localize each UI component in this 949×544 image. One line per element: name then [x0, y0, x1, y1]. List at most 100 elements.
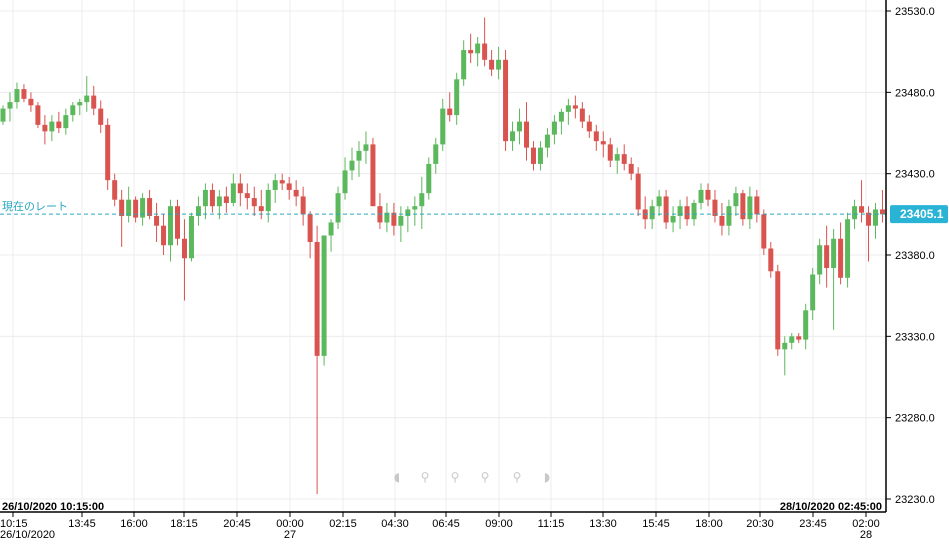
candle-body	[293, 189, 299, 197]
grid-lines	[0, 0, 886, 512]
current-rate-line-group: 現在のレート	[0, 200, 886, 215]
candle-body	[628, 163, 634, 174]
candle-body	[314, 241, 320, 356]
y-tick-label: 23430.0	[895, 169, 935, 181]
candle-body	[370, 144, 376, 207]
y-tick-label: 23480.0	[895, 87, 935, 99]
candle-body	[670, 215, 676, 223]
x-tick-label: 06:45	[432, 518, 460, 530]
candle-body	[272, 180, 278, 190]
candle-body	[614, 154, 620, 161]
candle-body	[147, 198, 153, 216]
candle-body	[168, 206, 174, 246]
candle-body	[440, 108, 446, 145]
candle-body	[845, 219, 851, 278]
candle-body	[482, 43, 488, 60]
candle-body	[35, 105, 41, 125]
candle-body	[621, 154, 627, 164]
candle-body	[747, 196, 753, 220]
candle-body	[279, 180, 285, 184]
candle-body	[796, 336, 802, 340]
scroll-left-icon[interactable]: ◖	[393, 470, 401, 484]
candle-body	[454, 79, 460, 116]
x-tick-label: 04:30	[381, 518, 409, 530]
y-tick-label: 23530.0	[895, 6, 935, 18]
candle-body	[391, 212, 397, 226]
candle-body	[579, 108, 585, 122]
x-sub-label: 26/10/2020	[0, 529, 55, 541]
candle-body	[433, 144, 439, 164]
scroll-right-icon[interactable]: ◗	[543, 470, 551, 484]
candle-body	[216, 196, 222, 207]
x-tick-label: 10:15	[0, 518, 28, 530]
candle-body	[49, 121, 55, 132]
candle-body	[852, 206, 858, 220]
candle-body	[859, 206, 865, 213]
candle-body	[496, 59, 502, 70]
candle-body	[21, 89, 27, 99]
candle-body	[175, 206, 180, 239]
candle-body	[14, 89, 20, 103]
candle-body	[328, 222, 334, 236]
candle-body	[349, 160, 355, 171]
candle-body	[119, 199, 125, 216]
x-sub-label: 27	[284, 529, 296, 541]
candle-body	[510, 131, 516, 142]
candle-body	[607, 144, 613, 161]
candle-body	[761, 214, 767, 249]
x-sub-label: 28	[860, 529, 872, 541]
candle-body	[321, 235, 327, 356]
candle-body	[831, 238, 837, 269]
zoom-reset-icon[interactable]: ⚲	[450, 470, 460, 484]
x-tick-label: 02:15	[329, 518, 357, 530]
candle-body	[719, 215, 725, 226]
candle-body	[572, 105, 578, 109]
candle-body	[810, 274, 816, 311]
x-tick-label: 20:45	[223, 518, 251, 530]
candle-body	[684, 206, 690, 220]
candle-body	[824, 245, 830, 269]
candle-body	[705, 189, 711, 200]
candle-body	[286, 183, 292, 190]
y-axis-ticks: 23530.0 23480.0 23430.0 23380.0 23330.0 23280…	[886, 6, 935, 506]
candle-body	[0, 108, 6, 122]
candle-body	[426, 163, 432, 194]
x-tick-label: 23:45	[799, 518, 827, 530]
candle-body	[447, 108, 453, 116]
candle-body	[475, 43, 481, 54]
candle-body	[691, 202, 697, 220]
candle-body	[77, 102, 83, 106]
candle-body	[307, 214, 313, 242]
candle-body	[356, 150, 362, 161]
candle-body	[551, 121, 557, 135]
candle-body	[663, 196, 669, 223]
candle-body	[733, 193, 739, 207]
candle-body	[537, 147, 543, 164]
y-tick-label: 23230.0	[895, 494, 935, 506]
candle-body	[656, 196, 662, 207]
candle-body	[112, 180, 118, 200]
candle-body	[7, 102, 13, 109]
candle-body	[600, 141, 606, 145]
y-tick-label: 23380.0	[895, 250, 935, 262]
candle-body	[838, 238, 844, 278]
current-rate-badge-group: 23405.1	[890, 205, 948, 224]
candle-body	[461, 50, 467, 80]
candle-body	[468, 50, 474, 54]
candle-body	[740, 193, 746, 220]
candle-body	[300, 196, 306, 215]
candle-body	[565, 105, 571, 112]
candle-body	[91, 95, 97, 109]
zoom-in-icon[interactable]: ⚲	[480, 470, 490, 484]
candle-body	[726, 206, 732, 226]
candle-body	[70, 105, 76, 116]
zoom-fit-icon[interactable]: ⚲	[512, 470, 522, 484]
candle-body	[768, 248, 774, 272]
candle-body	[530, 147, 536, 164]
candle-body	[384, 212, 390, 223]
candle-body	[202, 189, 208, 207]
candle-body	[817, 245, 823, 275]
zoom-out-icon[interactable]: ⚲	[420, 470, 430, 484]
candle-body	[335, 193, 341, 223]
candle-body	[126, 199, 132, 216]
